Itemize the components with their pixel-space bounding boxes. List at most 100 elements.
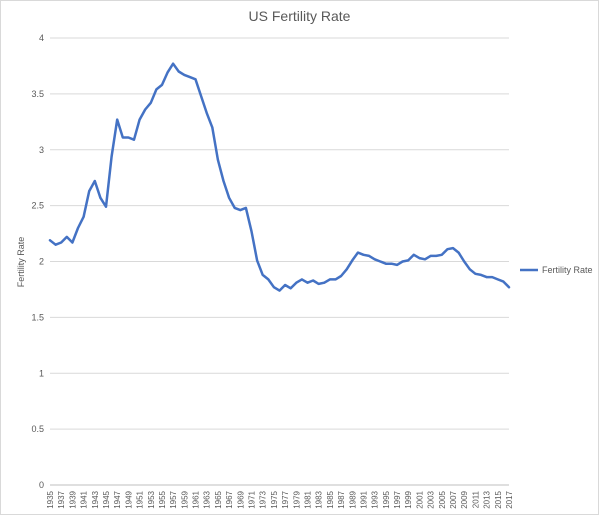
data-point (105, 205, 107, 208)
x-tick-label: 1997 (393, 490, 402, 508)
data-point (373, 258, 376, 261)
x-tick-label: 1973 (259, 490, 268, 508)
data-point (200, 95, 203, 98)
data-point (54, 243, 57, 246)
data-point (289, 287, 292, 290)
data-point (306, 281, 309, 284)
y-tick-label: 2 (39, 257, 44, 267)
data-point (177, 70, 180, 73)
y-tick-label: 2.5 (31, 201, 44, 211)
series-line-fertility-rate (48, 62, 511, 292)
x-tick-label: 2015 (494, 490, 503, 508)
x-tick-label: 1953 (147, 490, 156, 508)
x-tick-label: 1959 (180, 490, 189, 508)
x-tick-label: 1941 (80, 490, 89, 508)
x-tick-label: 1987 (337, 490, 346, 508)
x-tick-labels: 1935 1937 1939 1941 1943 1945 1947 1949 1951 1953… (46, 490, 514, 508)
data-point (161, 83, 163, 86)
x-tick-label: 1991 (359, 490, 368, 508)
x-tick-label: 1945 (102, 490, 111, 508)
x-tick-label: 1955 (158, 490, 167, 508)
data-point (429, 254, 432, 257)
data-point (194, 78, 197, 81)
x-tick-label: 1983 (315, 490, 324, 508)
y-tick-label: 4 (39, 33, 44, 43)
data-point (300, 278, 303, 281)
data-point (390, 262, 393, 265)
x-tick-label: 1989 (348, 490, 357, 508)
data-point (222, 180, 225, 182)
x-tick-label: 2011 (471, 490, 480, 508)
data-point (496, 278, 499, 281)
x-tick-label: 1975 (270, 490, 279, 508)
data-point (205, 111, 208, 114)
x-tick-label: 2001 (415, 490, 424, 508)
x-tick-label: 1981 (303, 490, 312, 508)
x-tick-label: 2007 (449, 490, 458, 508)
data-point (188, 76, 191, 79)
x-tick-label: 1971 (248, 490, 257, 508)
y-tick-label: 0.5 (31, 424, 44, 434)
data-point (93, 180, 96, 182)
data-point (424, 258, 426, 261)
data-point (508, 286, 510, 289)
data-point (452, 247, 454, 250)
data-point (144, 108, 147, 111)
legend-label-fertility-rate: Fertility Rate (542, 265, 593, 275)
data-point (407, 259, 410, 262)
data-point (435, 254, 438, 257)
y-tick-label: 3.5 (31, 89, 44, 99)
data-point (362, 253, 365, 256)
x-tick-label: 1969 (236, 490, 245, 508)
data-point (340, 275, 343, 277)
x-tick-label: 1961 (192, 490, 201, 508)
data-point (71, 241, 74, 244)
y-tick-labels: 0 0.5 1 1.5 2 2.5 3 3.5 4 (31, 33, 44, 490)
x-tick-label: 2005 (438, 490, 447, 508)
x-tick-label: 1977 (281, 490, 290, 508)
data-point (233, 206, 236, 209)
data-point (345, 268, 348, 271)
data-point (334, 278, 337, 281)
legend: Fertility Rate (520, 265, 593, 275)
x-tick-label: 1947 (113, 490, 122, 508)
y-tick-label: 3 (39, 145, 44, 155)
data-point (82, 215, 85, 218)
x-tick-label: 2017 (505, 490, 514, 508)
data-point (261, 273, 264, 276)
series-layer (48, 62, 511, 292)
data-point (474, 272, 477, 275)
data-point (65, 235, 68, 238)
data-point (77, 227, 79, 229)
x-tick-label: 1951 (136, 490, 145, 508)
data-point (149, 101, 152, 104)
data-point (172, 62, 175, 65)
data-point (272, 286, 275, 289)
data-point (384, 262, 387, 265)
data-point (295, 281, 298, 284)
data-point (127, 136, 130, 139)
data-point (491, 276, 494, 279)
x-tick-label: 2013 (483, 490, 492, 508)
data-point (480, 273, 482, 276)
data-point (121, 136, 124, 139)
data-point (463, 260, 466, 263)
data-point (155, 88, 158, 91)
data-point (228, 196, 231, 199)
x-tick-label: 1993 (371, 490, 380, 508)
data-point (502, 280, 505, 283)
data-point (49, 239, 51, 242)
y-tick-label: 1.5 (31, 312, 44, 322)
data-point (239, 209, 242, 212)
data-point (412, 253, 415, 256)
data-point (267, 278, 270, 281)
data-point (312, 279, 315, 282)
data-point (88, 190, 91, 193)
data-point (256, 259, 259, 262)
x-tick-label: 2009 (460, 490, 469, 508)
data-point (110, 155, 113, 158)
data-point (99, 196, 102, 199)
data-point (328, 278, 331, 281)
data-point (485, 276, 488, 279)
x-tick-label: 1935 (46, 490, 55, 508)
